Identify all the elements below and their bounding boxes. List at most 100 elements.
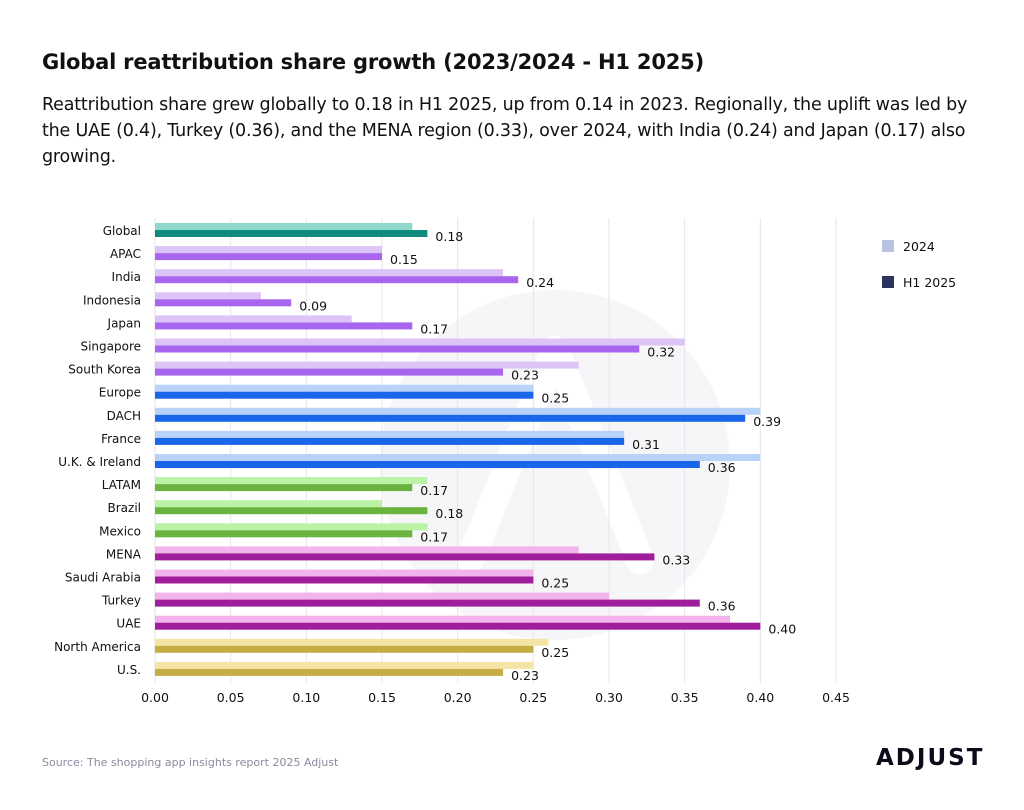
legend-label: 2024: [903, 239, 935, 254]
category-label: UAE: [116, 617, 141, 631]
x-tick-label: 0.25: [519, 690, 547, 705]
chart-subtitle: Reattribution share grew globally to 0.1…: [42, 95, 968, 167]
category-label: U.K. & Ireland: [58, 455, 141, 469]
bar-2024: [155, 638, 549, 646]
category-label: Global: [103, 224, 141, 238]
x-tick-label: 0.10: [292, 690, 320, 705]
value-label: 0.18: [435, 506, 463, 521]
legend-label: H1 2025: [903, 275, 956, 290]
value-label: 0.36: [708, 460, 736, 475]
chart-legend: 2024 H1 2025: [882, 239, 956, 290]
value-label: 0.23: [511, 368, 539, 383]
value-label: 0.31: [632, 437, 660, 452]
bar-h1-2025: [155, 414, 746, 422]
bar-2024: [155, 477, 428, 485]
bar-2024: [155, 246, 382, 254]
x-axis-ticks: 0.00 0.05 0.10 0.15 0.20 0.25 0.30 0.35 0.40 0.45: [141, 690, 850, 705]
bar-2024: [155, 523, 428, 531]
category-label: LATAM: [102, 478, 141, 492]
bar-2024: [155, 500, 382, 508]
value-label: 0.18: [435, 229, 463, 244]
bar-2024: [155, 223, 413, 230]
category-label: Europe: [99, 386, 141, 400]
bar-h1-2025: [155, 230, 428, 237]
bar-h1-2025: [155, 668, 504, 676]
value-label: 0.17: [420, 483, 448, 498]
value-label: 0.32: [647, 345, 675, 360]
category-label: MENA: [106, 547, 142, 561]
bar-h1-2025: [155, 645, 534, 653]
bar-2024: [155, 384, 534, 392]
bar-2024: [155, 315, 352, 323]
bar-2024: [155, 292, 261, 300]
category-label: U.S.: [117, 663, 141, 677]
value-label: 0.39: [753, 414, 781, 429]
legend-swatch: [882, 276, 894, 288]
bar-h1-2025: [155, 345, 640, 353]
category-label: South Korea: [68, 363, 141, 377]
bar-h1-2025: [155, 368, 504, 376]
value-label: 0.25: [541, 645, 569, 660]
bar-h1-2025: [155, 276, 519, 284]
value-label: 0.09: [299, 298, 327, 313]
value-label: 0.24: [526, 275, 554, 290]
bar-chart: Global APAC India Indonesia Japan Singapore So…: [54, 218, 956, 705]
bar-h1-2025: [155, 553, 655, 561]
bar-h1-2025: [155, 622, 761, 630]
bar-2024: [155, 592, 609, 600]
value-label: 0.17: [420, 529, 448, 544]
x-tick-label: 0.30: [595, 690, 623, 705]
bar-h1-2025: [155, 253, 382, 261]
x-tick-label: 0.20: [444, 690, 472, 705]
adjust-logo: ADJUST: [876, 745, 985, 771]
category-label: Singapore: [80, 340, 141, 354]
x-tick-label: 0.45: [822, 690, 850, 705]
value-label: 0.23: [511, 668, 539, 683]
category-label: Mexico: [99, 524, 141, 538]
category-label: Indonesia: [83, 293, 141, 307]
category-labels: Global APAC India Indonesia Japan Singapore So…: [54, 224, 142, 677]
bar-h1-2025: [155, 599, 700, 607]
category-label: APAC: [110, 247, 141, 261]
value-label: 0.25: [541, 576, 569, 591]
bar-2024: [155, 269, 504, 277]
bar-h1-2025: [155, 322, 413, 330]
legend-swatch: [882, 240, 894, 252]
x-tick-label: 0.35: [671, 690, 699, 705]
bar-h1-2025: [155, 391, 534, 399]
bar-h1-2025: [155, 299, 292, 307]
bar-h1-2025: [155, 461, 700, 468]
x-tick-label: 0.40: [746, 690, 774, 705]
bar-2024: [155, 407, 761, 415]
chart-title: Global reattribution share growth (2023/…: [42, 50, 704, 74]
category-label: Japan: [107, 316, 141, 330]
bar-h1-2025: [155, 484, 413, 492]
bar-2024: [155, 338, 685, 346]
bar-h1-2025: [155, 507, 428, 515]
bar-2024: [155, 546, 579, 554]
bar-h1-2025: [155, 437, 625, 445]
category-label: Brazil: [108, 501, 142, 515]
value-labels: 0.180.150.240.090.170.320.230.250.390.31…: [299, 229, 796, 683]
value-label: 0.33: [662, 552, 690, 567]
source-note: Source: The shopping app insights report…: [42, 756, 339, 769]
value-label: 0.25: [541, 391, 569, 406]
chart-bars: [155, 223, 761, 676]
bar-2024: [155, 661, 534, 669]
value-label: 0.40: [768, 622, 796, 637]
bar-h1-2025: [155, 576, 534, 584]
bar-2024: [155, 615, 731, 623]
bar-2024: [155, 361, 579, 369]
value-label: 0.15: [390, 252, 418, 267]
category-label: India: [112, 270, 141, 284]
category-label: DACH: [107, 409, 141, 423]
bar-2024: [155, 569, 534, 577]
x-tick-label: 0.15: [368, 690, 396, 705]
value-label: 0.17: [420, 321, 448, 336]
bar-2024: [155, 430, 625, 438]
bar-h1-2025: [155, 530, 413, 538]
x-tick-label: 0.00: [141, 690, 169, 705]
category-label: Turkey: [101, 594, 141, 608]
bar-2024: [155, 454, 761, 461]
value-label: 0.36: [708, 599, 736, 614]
